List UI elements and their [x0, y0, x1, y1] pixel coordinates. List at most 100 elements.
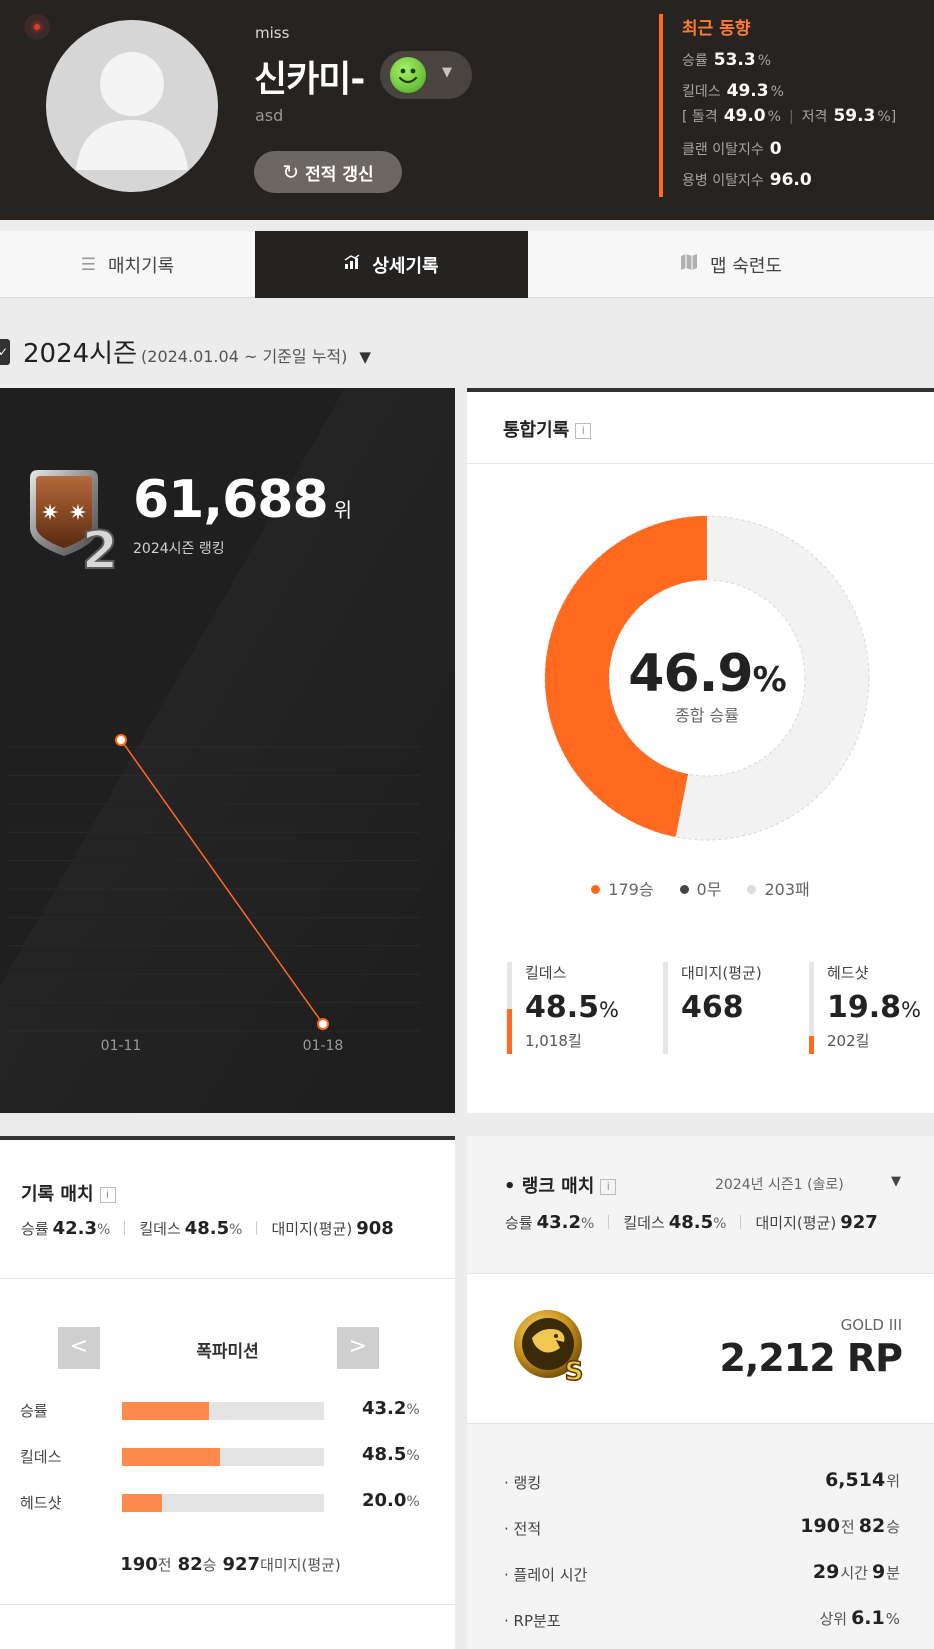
recent-win-rate-value: 53.3 — [713, 50, 756, 70]
unit: % — [752, 660, 787, 700]
rank-number: 61,688 — [133, 470, 329, 530]
trend-point-01-11[interactable] — [115, 734, 127, 746]
assault-value: 49.0 — [723, 106, 766, 126]
profile-header: miss 신카미- ▼ asd ↻ 전적 갱신 최근 동향 승률 53.3% 킬데… — [0, 0, 934, 220]
unit: % — [757, 53, 772, 69]
emoticon-selector[interactable]: ▼ — [380, 51, 472, 99]
rank-season-select[interactable]: 2024년 시즌1 (솔로) — [715, 1177, 844, 1193]
mode-stat-kd: 킬데스 48.5% — [20, 1444, 420, 1466]
rank-unit: 위 — [333, 498, 352, 522]
rank-badge-icon: ✷ ✷ 2 — [22, 468, 122, 582]
rank-caption: 2024시즌 랭킹 — [133, 541, 225, 557]
ranking-trend-chart: 01-11 01-18 — [8, 734, 420, 1054]
clan-leave-value: 0 — [769, 139, 782, 159]
refresh-icon: ↻ — [282, 160, 300, 184]
svg-text:✷: ✷ — [41, 501, 59, 526]
unit: % — [767, 109, 781, 125]
recent-kd-value: 49.3 — [726, 81, 769, 101]
recent-accent-bar — [659, 14, 663, 197]
game-mode-title: 폭파미션 — [196, 1342, 259, 1362]
recent-merc-leave: 용병 이탈지수 96.0 — [682, 170, 814, 190]
chevron-down-icon[interactable]: ▼ — [891, 1174, 901, 1189]
legend-draws: 0무 — [679, 876, 721, 900]
record-match-title-text: 기록 매치 — [21, 1184, 94, 1205]
record-tabs: ☰ 매치기록 상세기록 맵 숙련도 — [0, 231, 934, 298]
donut-win-segment — [544, 516, 707, 837]
mode-stat-win-rate: 승률 43.2% — [20, 1398, 420, 1420]
metric-value: 468 — [681, 990, 744, 1025]
metric-sub: 202킬 — [827, 1032, 870, 1050]
refresh-record-button[interactable]: ↻ 전적 갱신 — [254, 151, 402, 193]
donut-legend: 179승 0무 203패 — [467, 876, 934, 900]
tier-label: GOLD III — [840, 1316, 902, 1334]
overall-title-text: 통합기록 — [503, 420, 570, 441]
metric-label: 헤드샷 — [827, 964, 869, 982]
recent-kd: 킬데스 49.3% — [682, 81, 784, 101]
metric-label: 대미지(평균) — [681, 964, 762, 982]
info-icon[interactable]: i — [575, 423, 592, 439]
bar-chart-icon — [344, 254, 360, 275]
recent-class-kd: [ 돌격 49.0% | 저격 59.3%] — [682, 106, 897, 126]
avatar — [46, 20, 218, 192]
trend-point-01-18[interactable] — [317, 1018, 329, 1030]
season-rank-value: 61,688 위 — [133, 470, 352, 530]
sniper-value: 59.3 — [833, 106, 876, 126]
rank-detail-rp-distribution: · RP분포 상위 6.1% — [504, 1607, 900, 1630]
map-icon — [680, 253, 698, 276]
merc-leave-value: 96.0 — [769, 170, 812, 190]
prev-mode-button[interactable]: < — [58, 1327, 100, 1369]
season-checkbox[interactable]: ✓ — [0, 339, 10, 365]
metric-value: 48.5% — [525, 990, 619, 1025]
list-icon: ☰ — [80, 254, 96, 275]
tab-match-record[interactable]: ☰ 매치기록 — [0, 231, 255, 298]
metric-sub: 1,018킬 — [525, 1032, 582, 1050]
user-tag: asd — [255, 106, 284, 125]
svg-text:S: S — [565, 1357, 584, 1384]
rank-detail-list: · 랭킹 6,514위 · 전적 190전 82승 · 플레이 시간 29시간 9분… — [467, 1423, 934, 1649]
info-icon[interactable]: i — [99, 1187, 116, 1203]
svg-text:2: 2 — [82, 521, 118, 572]
season-selector[interactable]: 2024시즌 (2024.01.04 ~ 기준일 누적) ▼ — [23, 333, 371, 370]
assault-label: 돌격 — [691, 109, 718, 125]
bracket: [ — [682, 109, 688, 125]
mode-summary: 190전 82승 927대미지(평균) — [120, 1554, 341, 1575]
info-icon[interactable]: i — [600, 1179, 617, 1195]
tab-detail-record[interactable]: 상세기록 — [255, 231, 528, 298]
rank-points: 2,212 RP — [719, 1336, 903, 1380]
rank-detail-record: · 전적 190전 82승 — [504, 1515, 900, 1538]
win-rate-donut-chart — [544, 515, 870, 841]
rank-match-title-text: • 랭크 매치 — [504, 1176, 595, 1197]
tab-map-mastery[interactable]: 맵 숙련도 — [528, 231, 934, 298]
merc-leave-label: 용병 이탈지수 — [682, 173, 764, 189]
recent-win-rate: 승률 53.3% — [682, 50, 771, 70]
season-range: (2024.01.04 ~ 기준일 누적) — [141, 347, 348, 366]
rank-match-panel: • 랭크 매치 i 2024년 시즌1 (솔로) ▼ 승률 43.2% 킬데스 48.5… — [467, 1136, 934, 1649]
rank-detail-playtime: · 플레이 시간 29시간 9분 — [504, 1561, 900, 1584]
tab-label: 상세기록 — [372, 255, 439, 277]
next-mode-button[interactable]: > — [337, 1327, 379, 1369]
recent-kd-label: 킬데스 — [682, 84, 721, 100]
record-indicator-icon — [24, 14, 50, 40]
legend-losses: 203패 — [747, 876, 810, 900]
unit: % — [770, 84, 784, 100]
default-avatar-icon — [76, 52, 188, 170]
tab-label: 맵 숙련도 — [710, 255, 782, 277]
tab-label: 매치기록 — [108, 255, 175, 277]
record-match-stats: 승률 42.3% 킬데스 48.5% 대미지(평균) 908 — [21, 1218, 394, 1239]
trend-series-line — [120, 739, 324, 1025]
gold-tier-emblem-icon: S — [512, 1308, 588, 1388]
overall-win-rate: 46.9% — [543, 644, 871, 704]
mode-stat-headshot: 헤드샷 20.0% — [20, 1490, 420, 1512]
overall-record-panel: 통합기록 i 46.9% 종합 승률 179승 0무 203패 킬데스 48.5%… — [467, 388, 934, 1113]
metric-label: 킬데스 — [525, 964, 567, 982]
rank-match-stats: 승률 43.2% 킬데스 48.5% 대미지(평균) 927 — [505, 1212, 878, 1233]
overall-title: 통합기록 i — [503, 416, 592, 442]
record-match-title: 기록 매치 i — [21, 1180, 116, 1206]
refresh-label: 전적 갱신 — [305, 164, 374, 185]
bracket: ] — [890, 109, 897, 125]
recent-clan-leave: 클랜 이탈지수 0 — [682, 139, 784, 159]
x-tick-label: 01-18 — [303, 1038, 344, 1054]
season-ranking-panel: ✷ ✷ 2 61,688 위 2024시즌 랭킹 01-11 01-18 — [0, 388, 455, 1113]
smiley-icon — [390, 57, 426, 93]
recent-trend-title: 최근 동향 — [682, 19, 751, 39]
